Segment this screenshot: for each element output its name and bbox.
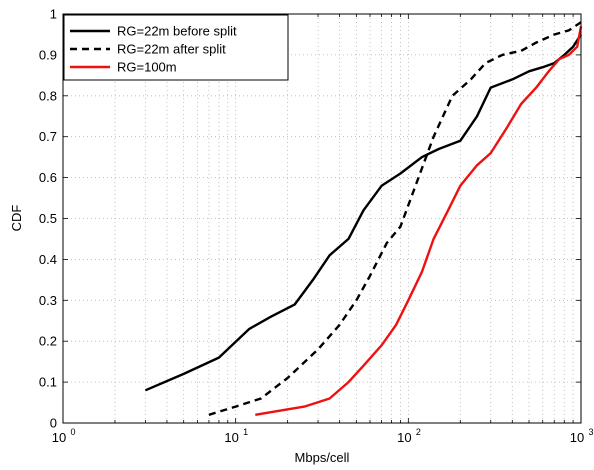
y-axis-label: CDF [9,205,24,232]
series-line-2 [208,21,582,416]
legend-label: RG=100m [117,60,177,75]
x-axis-label: Mbps/cell [295,450,350,465]
x-tick-label: 10 [397,430,411,445]
y-tick-label: 0.3 [39,293,57,308]
y-tick-label: 0.1 [39,375,57,390]
y-tick-label: 0.2 [39,334,57,349]
legend: RG=22m before split RG=22m after split RG=… [63,14,289,81]
y-tick-label: 0.7 [39,129,57,144]
grid-lines [63,14,581,423]
plot-background [63,14,581,423]
y-tick-label: 0 [50,416,57,431]
series-line-1 [144,33,583,392]
x-tick-label-exponent: 1 [243,427,248,437]
x-tick-label-exponent: 3 [588,427,593,437]
x-tick-label: 10 [224,430,238,445]
series-layer [144,21,583,416]
y-tick-label: 0.9 [39,47,57,62]
y-tick-label: 0.8 [39,88,57,103]
y-tick-label: 0.4 [39,252,57,267]
x-tick-label-exponent: 2 [416,427,421,437]
y-tick-label: 0.6 [39,170,57,185]
x-tick-label-exponent: 0 [70,427,75,437]
y-tick-label: 0.5 [39,211,57,226]
legend-box [63,14,289,81]
legend-label: RG=22m after split [117,42,226,57]
series-line-3 [255,26,583,416]
x-tick-label: 10 [52,430,66,445]
x-tick-label: 10 [570,430,584,445]
legend-label: RG=22m before split [117,24,237,39]
y-tick-label: 1 [50,7,57,22]
